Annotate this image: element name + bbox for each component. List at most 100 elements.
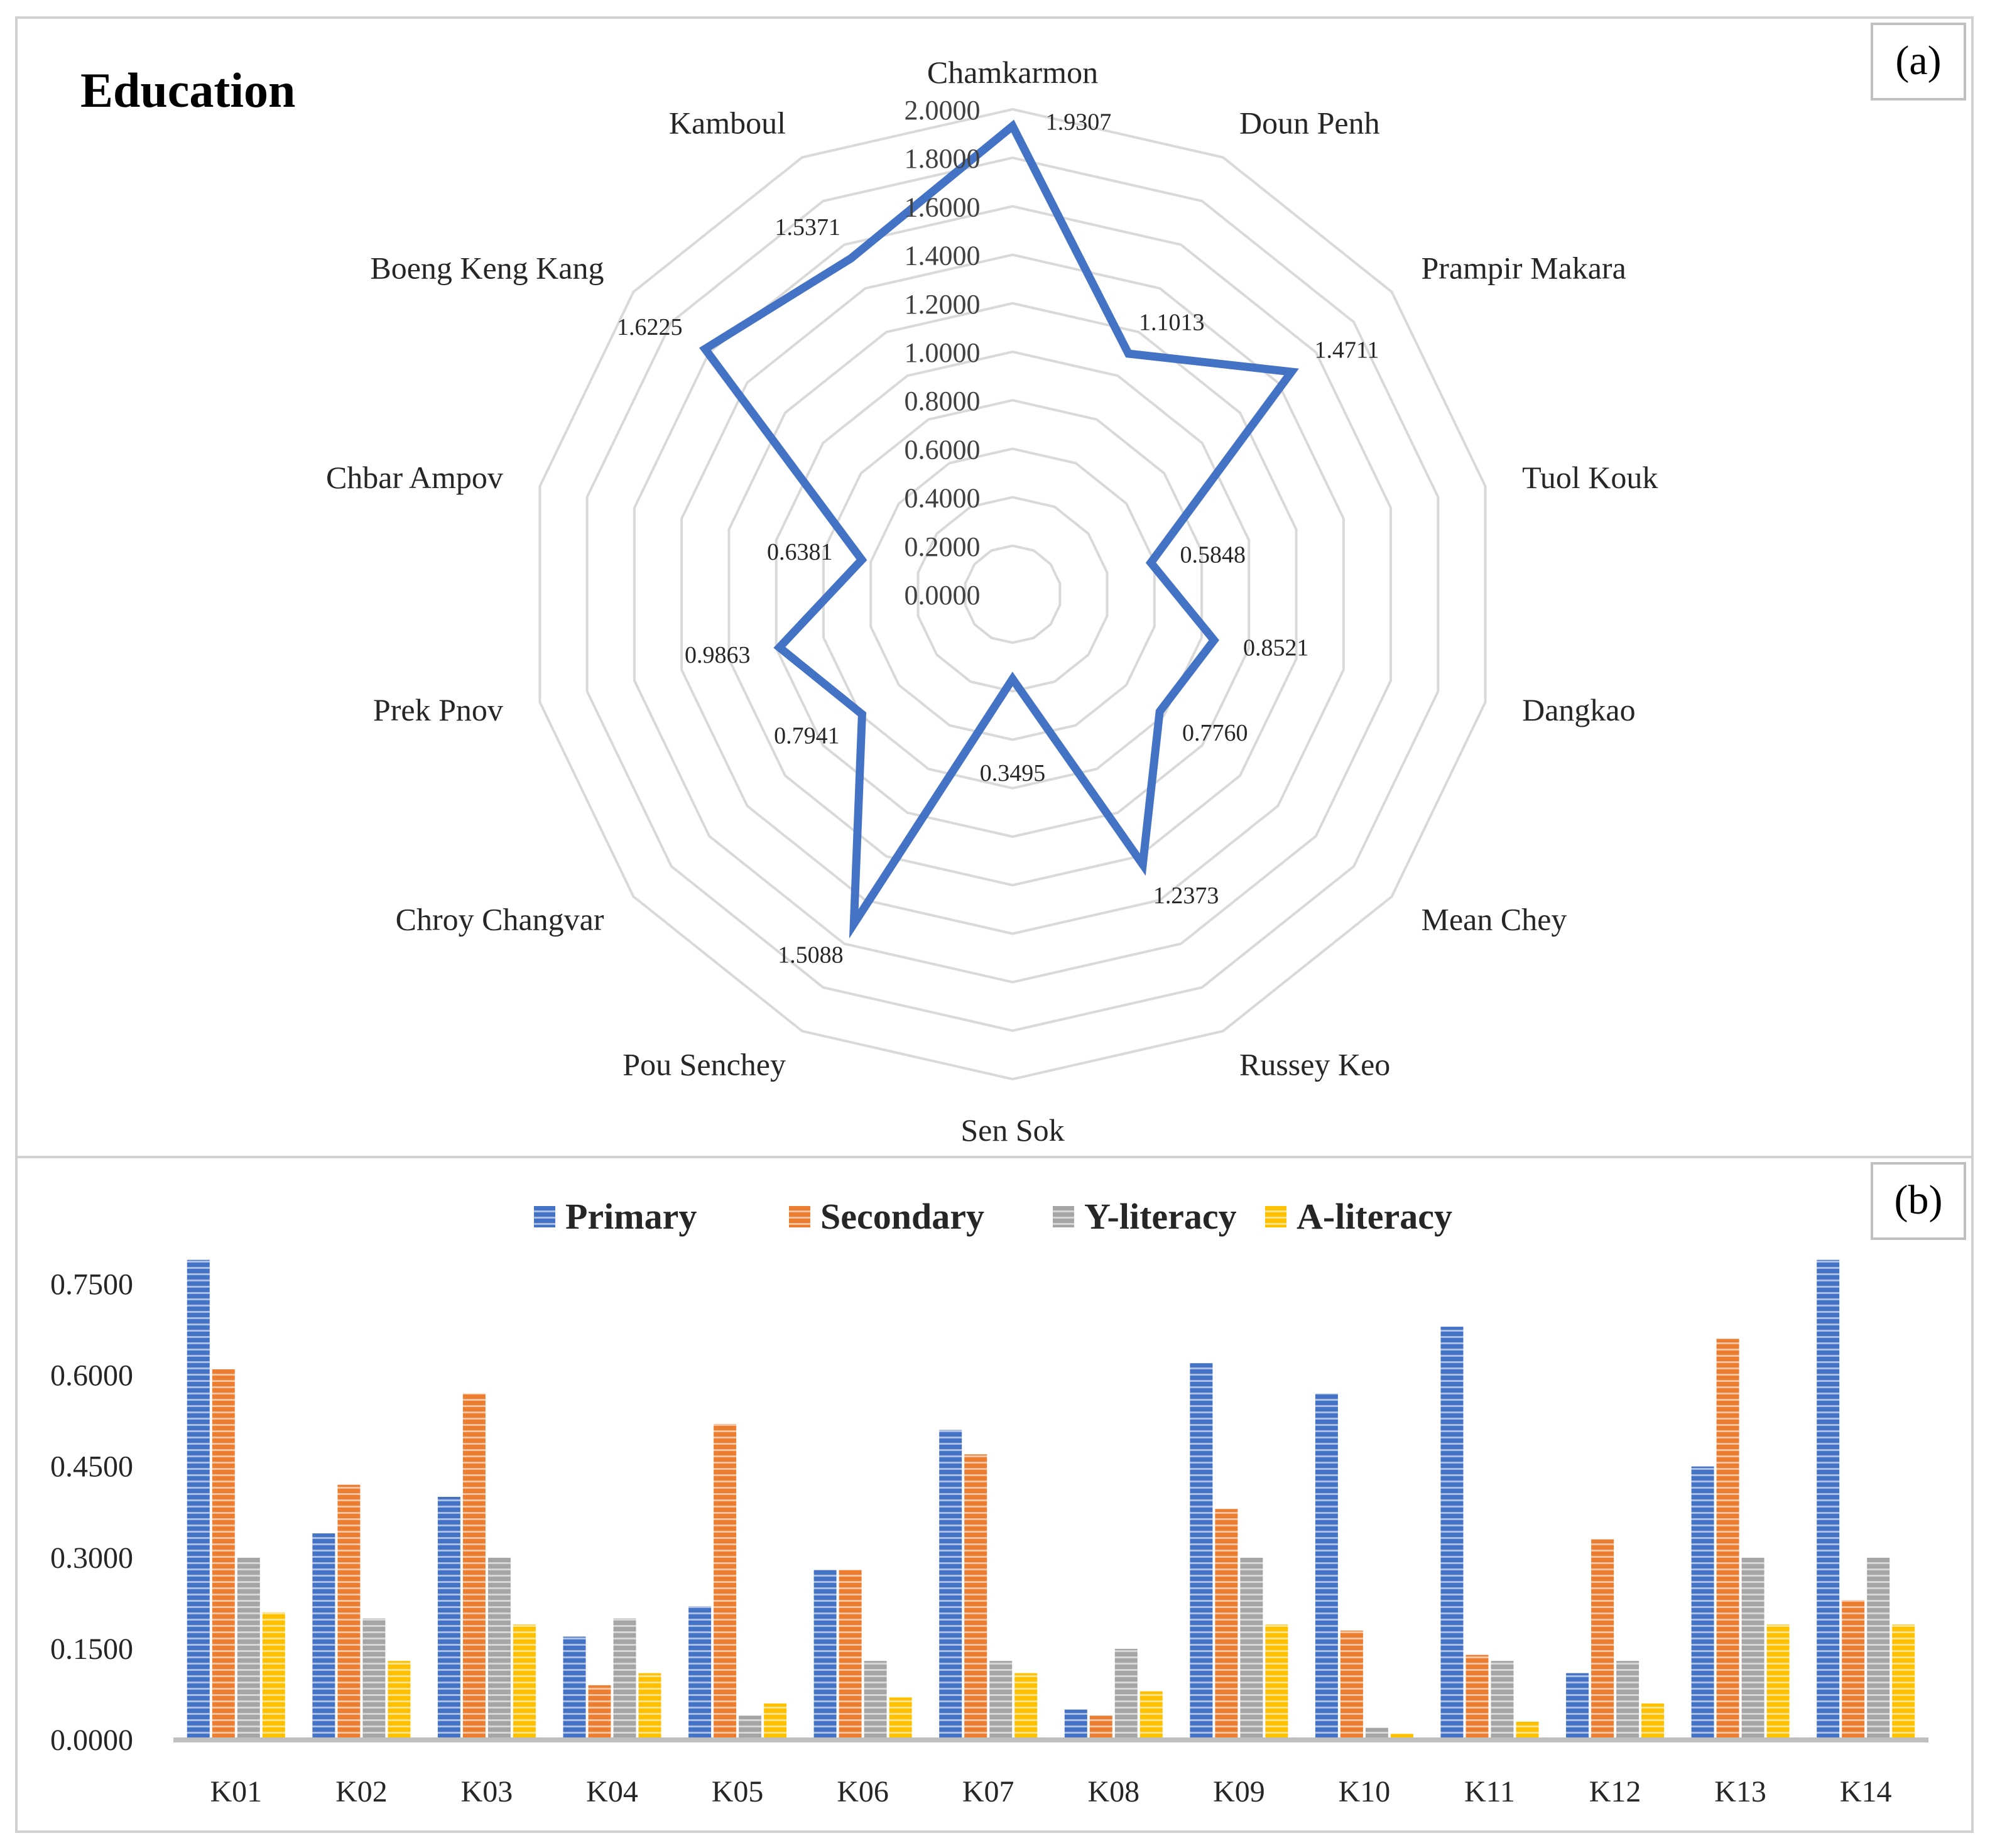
bar-y-literacy-k05 xyxy=(739,1715,762,1740)
radar-value-label: 1.1013 xyxy=(1139,309,1205,335)
radar-tick-label: 0.4000 xyxy=(905,483,981,514)
radar-category-boeng-keng-kang: Boeng Keng Kang xyxy=(370,250,604,285)
radar-tick-label: 1.8000 xyxy=(905,143,981,174)
bar-y-literacy-k08 xyxy=(1114,1648,1138,1740)
radar-value-label: 1.9307 xyxy=(1046,109,1112,136)
radar-value-label: 1.2373 xyxy=(1153,883,1219,909)
bar-primary-k01 xyxy=(187,1259,210,1740)
panel-a: Education (a) 0.00000.20000.40000.60000.… xyxy=(15,16,1974,1158)
bar-secondary-k02 xyxy=(337,1484,361,1740)
radar-value-label: 0.8521 xyxy=(1243,634,1309,661)
radar-value-label: 1.5371 xyxy=(775,214,840,241)
radar-tick-label: 0.6000 xyxy=(905,434,981,465)
bar-y-literacy-k10 xyxy=(1365,1727,1388,1740)
legend-swatch-a-literacy xyxy=(1265,1206,1286,1227)
radar-value-label: 1.5088 xyxy=(778,942,844,968)
bar-y-tick-label: 0.0000 xyxy=(50,1724,133,1757)
bar-x-tick-k09: K09 xyxy=(1213,1775,1265,1808)
bar-x-tick-k04: K04 xyxy=(586,1775,638,1808)
bar-primary-k14 xyxy=(1817,1259,1840,1740)
panel-b-label: (b) xyxy=(1895,1177,1943,1223)
panel-b-label-box xyxy=(1871,1162,1966,1240)
bar-legend: Primary Secondary Y-literacy A-literacy xyxy=(534,1196,1452,1237)
bar-a-literacy-k05 xyxy=(764,1703,787,1740)
bar-x-tick-k08: K08 xyxy=(1087,1775,1139,1808)
bar-secondary-k10 xyxy=(1340,1630,1363,1740)
radar-category-kamboul: Kamboul xyxy=(669,105,786,140)
bar-y-tick-label: 0.7500 xyxy=(50,1268,133,1301)
bar-primary-k04 xyxy=(563,1636,586,1740)
panel-b-frame xyxy=(15,1156,1974,1833)
bar-primary-k12 xyxy=(1566,1673,1589,1740)
radar-tick-label: 1.4000 xyxy=(905,241,981,271)
bar-x-tick-k05: K05 xyxy=(712,1775,764,1808)
bar-a-literacy-k01 xyxy=(262,1612,285,1740)
radar-category-russey-keo: Russey Keo xyxy=(1239,1047,1390,1082)
radar-category-sen-sok: Sen Sok xyxy=(960,1112,1064,1148)
bar-y-tick-label: 0.6000 xyxy=(50,1359,133,1393)
bar-primary-k11 xyxy=(1440,1327,1464,1740)
panel-a-label: (a) xyxy=(1895,38,1941,84)
bar-x-tick-k13: K13 xyxy=(1714,1775,1766,1808)
bar-a-literacy-k13 xyxy=(1766,1624,1790,1740)
radar-category-chamkarmon: Chamkarmon xyxy=(927,55,1098,90)
legend-swatch-primary xyxy=(534,1206,555,1227)
bar-x-tick-k11: K11 xyxy=(1464,1775,1515,1808)
radar-value-label: 0.5848 xyxy=(1180,542,1246,568)
radar-tick-label: 1.0000 xyxy=(905,337,981,368)
bar-primary-k05 xyxy=(688,1606,712,1740)
bar-x-tick-k03: K03 xyxy=(461,1775,513,1808)
bar-secondary-k13 xyxy=(1716,1339,1739,1740)
bar-y-tick-label: 0.1500 xyxy=(50,1633,133,1666)
radar-tick-label: 1.6000 xyxy=(905,192,981,222)
bar-bars xyxy=(187,1259,1915,1741)
bar-y-literacy-k09 xyxy=(1240,1557,1263,1741)
radar-grid-ring xyxy=(727,302,1298,887)
panel-a-frame xyxy=(15,16,1974,1158)
radar-tick-label: 0.2000 xyxy=(905,531,981,562)
radar-category-prek-pnov: Prek Pnov xyxy=(373,692,503,727)
bar-a-literacy-k02 xyxy=(388,1661,411,1740)
radar-tick-label: 0.8000 xyxy=(905,386,981,416)
bar-a-literacy-k09 xyxy=(1265,1624,1288,1740)
radar-grid-ring xyxy=(585,156,1440,1032)
legend-label-a-literacy: A-literacy xyxy=(1297,1196,1452,1237)
radar-tick-label: 1.2000 xyxy=(905,289,981,320)
radar-series xyxy=(699,119,1299,939)
bar-secondary-k03 xyxy=(462,1393,486,1740)
bar-x-tick-k10: K10 xyxy=(1339,1775,1391,1808)
radar-value-label: 1.4711 xyxy=(1314,337,1379,364)
radar-grid-ring xyxy=(538,107,1487,1081)
bar-primary-k02 xyxy=(312,1533,335,1740)
radar-value-label: 0.7760 xyxy=(1182,720,1248,746)
radar-category-dangkao: Dangkao xyxy=(1522,692,1636,727)
bar-x-tick-k06: K06 xyxy=(837,1775,889,1808)
bar-secondary-k04 xyxy=(588,1685,611,1740)
bar-primary-k09 xyxy=(1190,1363,1213,1740)
radar-category-chroy-changvar: Chroy Changvar xyxy=(396,902,604,937)
radar-grid-ring xyxy=(822,399,1204,790)
bar-x-tick-k07: K07 xyxy=(962,1775,1014,1808)
radar-tick-label: 2.0000 xyxy=(905,95,981,126)
legend-label-primary: Primary xyxy=(565,1196,697,1237)
bar-secondary-k07 xyxy=(964,1454,987,1740)
bar-secondary-k14 xyxy=(1842,1600,1865,1740)
legend-swatch-y-literacy xyxy=(1053,1206,1074,1227)
radar-title: Education xyxy=(80,63,295,117)
radar-value-label: 0.7941 xyxy=(774,722,840,749)
radar-grid-ring xyxy=(964,544,1062,644)
radar-value-label: 0.9863 xyxy=(685,642,751,668)
bar-secondary-k01 xyxy=(212,1369,235,1740)
bar-secondary-k08 xyxy=(1089,1715,1112,1740)
bar-a-literacy-k04 xyxy=(638,1673,661,1740)
bar-a-literacy-k08 xyxy=(1139,1691,1163,1740)
bar-y-literacy-k12 xyxy=(1616,1661,1639,1740)
bar-secondary-k11 xyxy=(1465,1655,1489,1740)
bar-x-tick-k01: K01 xyxy=(210,1775,262,1808)
radar-category-doun-penh: Doun Penh xyxy=(1239,105,1380,140)
bar-a-literacy-k14 xyxy=(1892,1624,1915,1740)
bar-y-literacy-k07 xyxy=(989,1661,1013,1740)
bar-secondary-k09 xyxy=(1215,1509,1238,1740)
radar-category-tuol-kouk: Tuol Kouk xyxy=(1522,460,1658,495)
